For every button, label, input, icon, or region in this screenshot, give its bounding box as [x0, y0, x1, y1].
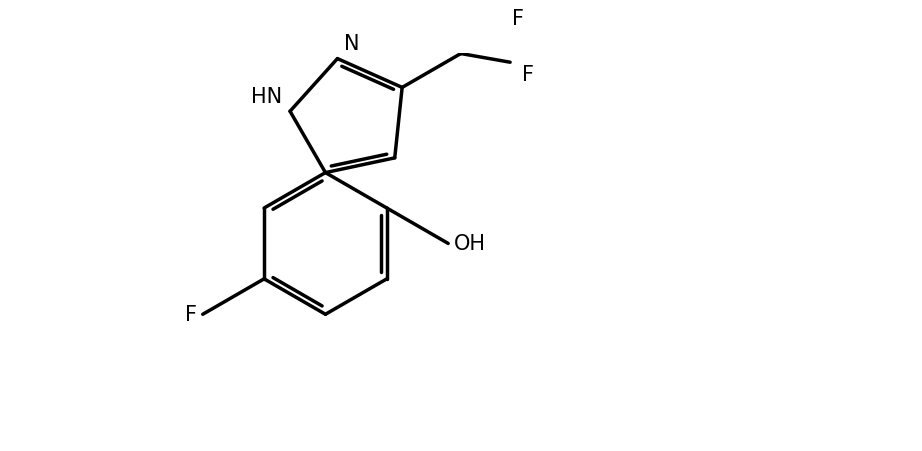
Text: OH: OH — [454, 234, 486, 254]
Text: N: N — [344, 34, 359, 54]
Text: HN: HN — [251, 87, 282, 106]
Text: F: F — [185, 304, 197, 325]
Text: F: F — [512, 9, 524, 28]
Text: F: F — [523, 65, 535, 85]
